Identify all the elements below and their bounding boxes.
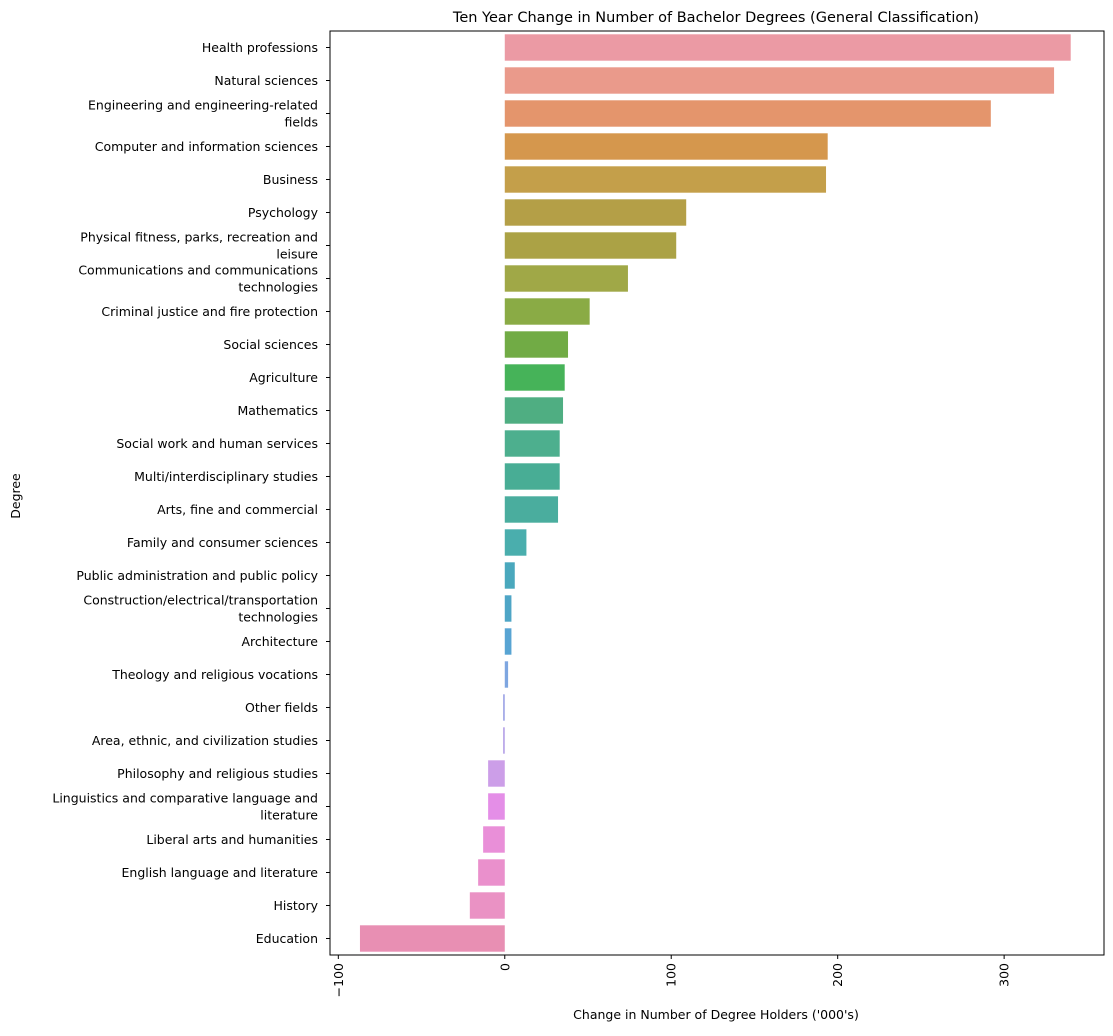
y-tick-label: technologies — [238, 280, 318, 295]
bar — [488, 793, 505, 820]
x-tick-label: 300 — [997, 963, 1012, 987]
x-tick-label: 100 — [664, 963, 679, 987]
bar — [504, 562, 515, 589]
bar — [504, 397, 564, 424]
y-tick-label: English language and literature — [122, 865, 319, 880]
x-tick-label: 0 — [497, 963, 512, 971]
y-tick-label: Architecture — [241, 634, 318, 649]
y-tick-label: Other fields — [245, 700, 318, 715]
y-tick-label: Mathematics — [237, 403, 318, 418]
y-tick-label: Multi/interdisciplinary studies — [134, 469, 318, 484]
bar — [504, 100, 991, 127]
bar — [504, 133, 828, 160]
y-tick-label: Theology and religious vocations — [111, 667, 318, 682]
y-tick-label: Arts, fine and commercial — [157, 502, 318, 517]
y-tick-label: Communications and communications — [78, 263, 318, 278]
y-tick-label: Social sciences — [223, 337, 318, 352]
y-tick-label: Construction/electrical/transportation — [83, 593, 318, 608]
y-tick-label: Philosophy and religious studies — [117, 766, 318, 781]
bar — [483, 826, 505, 853]
bar — [504, 331, 569, 358]
bar — [504, 298, 590, 325]
y-axis-label: Degree — [8, 473, 23, 519]
y-tick-label: Family and consumer sciences — [127, 535, 318, 550]
y-tick-label: Area, ethnic, and civilization studies — [92, 733, 318, 748]
y-tick-label: Health professions — [202, 40, 318, 55]
y-tick-label: Psychology — [248, 205, 319, 220]
x-tick-label: 200 — [830, 963, 845, 987]
bars-layer — [359, 34, 1071, 952]
bar — [504, 166, 827, 193]
bar — [504, 628, 512, 655]
x-axis: −100 0 100 200 300 — [331, 955, 1012, 997]
y-tick-label: Agriculture — [249, 370, 318, 385]
y-tick-label: Computer and information sciences — [95, 139, 318, 154]
bar — [504, 661, 509, 688]
y-tick-label: Physical fitness, parks, recreation and — [80, 230, 318, 245]
y-tick-label: Public administration and public policy — [76, 568, 318, 583]
bar — [359, 925, 505, 952]
bar — [488, 760, 505, 787]
bar — [504, 496, 559, 523]
bar — [469, 892, 505, 919]
y-tick-label: Liberal arts and humanities — [146, 832, 318, 847]
bar — [503, 694, 505, 721]
y-tick-label: leisure — [276, 247, 318, 262]
y-axis: Health professions Natural sciences Engine… — [52, 40, 330, 946]
y-tick-label: Social work and human services — [116, 436, 318, 451]
y-tick-label: History — [274, 898, 319, 913]
bar — [503, 727, 505, 754]
bar — [504, 232, 677, 259]
bar — [504, 199, 687, 226]
y-tick-label: Criminal justice and fire protection — [101, 304, 318, 319]
y-tick-label: Linguistics and comparative language and — [52, 791, 318, 806]
bar — [504, 34, 1071, 61]
bar — [504, 463, 560, 490]
plot-frame — [329, 30, 1105, 956]
x-tick-label: −100 — [331, 963, 346, 997]
chart-title: Ten Year Change in Number of Bachelor De… — [452, 10, 979, 26]
y-tick-label: Education — [256, 931, 318, 946]
y-tick-label: Business — [263, 172, 318, 187]
bar — [504, 364, 565, 391]
y-tick-label: Natural sciences — [214, 73, 318, 88]
y-tick-label: fields — [285, 115, 318, 130]
y-tick-label: Engineering and engineering-related — [88, 98, 318, 113]
y-tick-label: technologies — [238, 610, 318, 625]
x-axis-label: Change in Number of Degree Holders ('000… — [573, 1007, 859, 1022]
bar — [478, 859, 505, 886]
bar — [504, 430, 560, 457]
bar — [504, 265, 628, 292]
y-tick-label: literature — [260, 808, 318, 823]
bar — [504, 529, 527, 556]
bar — [504, 595, 512, 622]
bar — [504, 67, 1055, 94]
